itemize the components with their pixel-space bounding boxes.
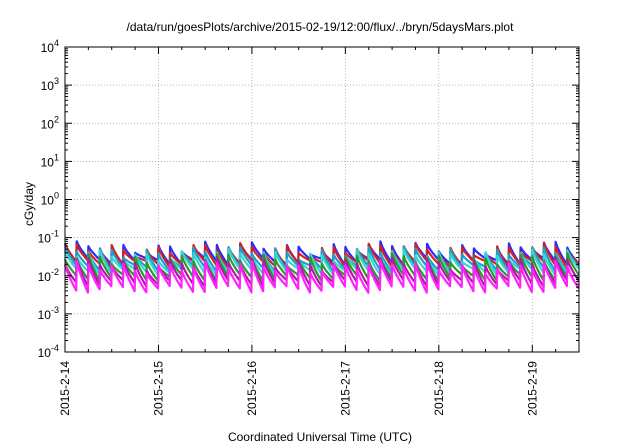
x-tick-label: 2015-2-17 xyxy=(338,361,352,416)
ticks: 10-4 10-3 10-2 10-1 100 101 102 103 104 2015-2-14… xyxy=(38,38,579,416)
series-line xyxy=(63,259,580,294)
x-tick-label: 2015-2-15 xyxy=(151,361,165,416)
y-tick-label: 103 xyxy=(41,76,59,93)
chart-title: /data/run/goesPlots/archive/2015-02-19/1… xyxy=(126,20,514,34)
x-tick-label: 2015-2-19 xyxy=(525,361,539,416)
y-tick-label: 10-3 xyxy=(38,305,59,322)
y-tick-label: 104 xyxy=(41,38,59,55)
x-tick-label: 2015-2-14 xyxy=(58,361,72,416)
x-tick-label: 2015-2-18 xyxy=(432,361,446,416)
y-tick-label: 10-4 xyxy=(38,343,59,360)
y-tick-label: 102 xyxy=(41,114,59,131)
y-tick-label: 100 xyxy=(41,191,59,208)
series-group xyxy=(63,240,580,294)
plot-frame xyxy=(64,46,580,353)
y-tick-label: 10-1 xyxy=(38,229,59,246)
x-axis-label: Coordinated Universal Time (UTC) xyxy=(227,430,413,444)
x-tick-label: 2015-2-16 xyxy=(245,361,259,416)
y-tick-label: 10-2 xyxy=(38,267,59,284)
grid xyxy=(65,47,579,352)
y-tick-label: 101 xyxy=(41,152,59,169)
